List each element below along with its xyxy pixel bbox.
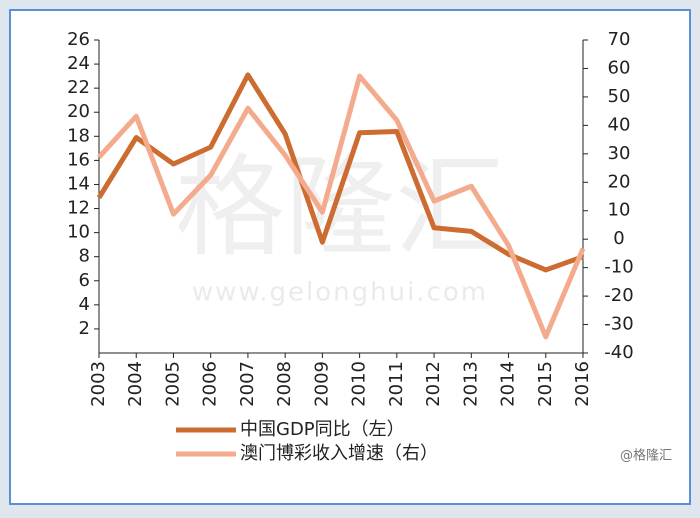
x-tick-label: 2007: [237, 361, 258, 407]
y-tick-label: 2: [79, 318, 90, 339]
y2-tick-label: 70: [608, 29, 631, 50]
x-tick-label: 2016: [572, 361, 593, 407]
y2-tick-label: -10: [604, 257, 633, 278]
x-tick-label: 2012: [423, 361, 444, 407]
source: @格隆汇: [620, 448, 672, 464]
series-line: [96, 72, 584, 273]
y-tick-label: 8: [79, 246, 90, 267]
x-tick-label: 2014: [498, 361, 519, 407]
y2-tick-label: 40: [608, 114, 631, 135]
y-tick-label: 14: [67, 173, 90, 194]
x-tick-label: 2010: [349, 361, 370, 407]
y2-tick-label: 0: [613, 228, 624, 249]
y-tick-label: 24: [67, 53, 90, 74]
legend-label: 中国GDP同比（左）: [240, 419, 405, 440]
y-tick-label: 4: [79, 294, 90, 315]
series-line: [97, 73, 586, 340]
x-tick-label: 2011: [386, 361, 407, 407]
y2-tick-label: -40: [604, 342, 633, 363]
watermark: 格隆汇: [175, 143, 505, 271]
y-tick-label: 10: [67, 222, 90, 243]
x-tick-label: 2009: [311, 361, 332, 407]
y2-tick-label: -30: [604, 314, 633, 335]
y2-tick-label: 30: [608, 143, 631, 164]
y-tick-label: 18: [67, 125, 90, 146]
x-tick-label: 2005: [162, 361, 183, 407]
y2-tick-label: -20: [604, 285, 633, 306]
y2-tick-label: 20: [608, 171, 631, 192]
legend-label: 澳门博彩收入增速（右）: [240, 443, 438, 464]
x-tick-label: 2006: [200, 361, 221, 407]
y-tick-label: 12: [67, 198, 90, 219]
y2-tick-label: 10: [608, 200, 631, 221]
y-tick-label: 20: [67, 101, 90, 122]
y2-tick-label: 60: [608, 57, 631, 78]
x-tick-label: 2003: [88, 361, 109, 407]
x-tick-label: 2015: [535, 361, 556, 407]
x-tick-label: 2013: [460, 361, 481, 407]
y-tick-label: 22: [67, 77, 90, 98]
y-tick-label: 6: [79, 270, 90, 291]
watermark-url: www.gelonghui.com: [192, 278, 488, 308]
y-tick-label: 16: [67, 149, 90, 170]
x-tick-label: 2004: [125, 361, 146, 407]
y2-tick-label: 50: [608, 86, 631, 107]
x-tick-label: 2008: [274, 361, 295, 407]
y-tick-label: 26: [67, 29, 90, 50]
